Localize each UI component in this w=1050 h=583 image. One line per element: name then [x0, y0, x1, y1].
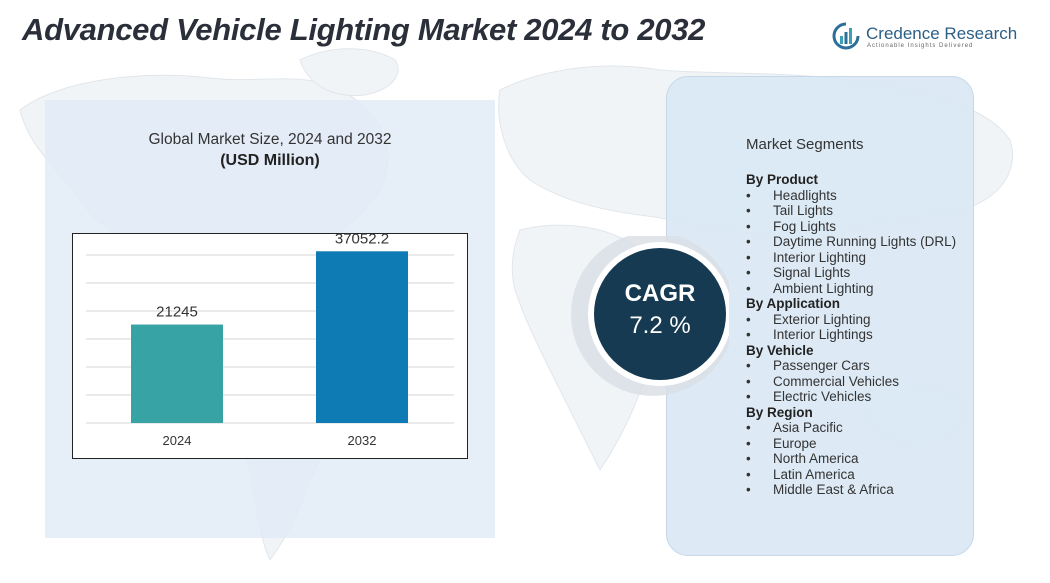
value-label-2024: 21245 [156, 304, 198, 321]
segment-heading: By Region [746, 404, 813, 420]
bullet-icon: • [746, 451, 751, 466]
segment-item: • Interior Lighting [746, 250, 956, 266]
cagr-label: CAGR [624, 280, 696, 307]
segment-item-label: Exterior Lighting [773, 311, 871, 327]
segment-item-label: Commercial Vehicles [773, 373, 900, 389]
segment-item: • Fog Lights [746, 219, 956, 235]
segment-item: • North America [746, 451, 956, 467]
logo-name: Credence Research [866, 24, 1018, 43]
segment-item: • Passenger Cars [746, 358, 956, 374]
segment-item: • Headlights [746, 188, 956, 204]
bar-chart-logo-icon [832, 22, 860, 50]
segment-item-label: Fog Lights [773, 218, 837, 234]
bullet-icon: • [746, 466, 751, 482]
bullet-icon: • [746, 218, 751, 234]
segment-item: • Latin America [746, 467, 956, 483]
segment-item: • Asia Pacific [746, 420, 956, 436]
segment-item: • Signal Lights [746, 265, 956, 281]
bullet-icon: • [746, 373, 751, 389]
segments-list: By Product • Headlights • Tail Lights • Fog Li… [746, 172, 956, 498]
segments-title: Market Segments [746, 136, 864, 153]
segment-item-label: North America [773, 451, 859, 466]
bullet-icon: • [746, 265, 751, 280]
segment-heading: By Application [746, 296, 841, 311]
segment-heading: By Product [746, 172, 819, 187]
chart-unit-label: (USD Million) [220, 152, 320, 169]
segment-item: • Electric Vehicles [746, 389, 956, 405]
chart-title: Global Market Size, 2024 and 2032 [148, 131, 392, 148]
category-label-2024: 2024 [163, 433, 192, 448]
bullet-icon: • [746, 234, 751, 249]
bullet-icon: • [746, 327, 751, 342]
bar-2032 [316, 251, 408, 423]
segment-item: • Exterior Lighting [746, 312, 956, 328]
segment-item: • Tail Lights [746, 203, 956, 219]
segment-item-label: Daytime Running Lights (DRL) [773, 234, 957, 249]
bullet-icon: • [746, 389, 751, 404]
segment-item-label: Europe [773, 435, 817, 451]
bullet-icon: • [746, 280, 751, 296]
cagr-circle [571, 236, 729, 396]
category-label-2032: 2032 [348, 433, 377, 448]
segment-item-label: Latin America [773, 466, 855, 482]
market-size-panel: Global Market Size, 2024 and 2032 (USD M… [45, 100, 495, 538]
segment-item: • Interior Lightings [746, 327, 956, 343]
segment-item-label: Ambient Lighting [773, 280, 874, 296]
segment-item: • Daytime Running Lights (DRL) [746, 234, 956, 250]
cagr-badge: CAGR 7.2 % [569, 236, 729, 396]
logo-tagline: Actionable Insights Delivered [867, 43, 974, 49]
bullet-icon: • [746, 187, 751, 203]
bullet-icon: • [746, 482, 751, 497]
segment-item: • Middle East & Africa [746, 482, 956, 498]
segment-item-label: Signal Lights [773, 265, 851, 280]
segment-item-label: Tail Lights [773, 203, 834, 218]
credence-research-logo: Credence Research Actionable Insights De… [832, 22, 1017, 54]
segment-item-label: Interior Lightings [773, 327, 873, 342]
market-size-bar-chart: 21245 2024 37052.2 2032 [72, 233, 468, 459]
bullet-icon: • [746, 358, 751, 373]
segment-item-label: Electric Vehicles [773, 389, 872, 404]
segment-heading: By Vehicle [746, 342, 814, 358]
segment-item: • Commercial Vehicles [746, 374, 956, 390]
bar-2024 [131, 324, 223, 423]
bullet-icon: • [746, 435, 751, 451]
bullet-icon: • [746, 420, 751, 435]
value-label-2032: 37052.2 [335, 233, 389, 247]
segment-item-label: Passenger Cars [773, 358, 870, 373]
bullet-icon: • [746, 311, 751, 327]
segment-item-label: Interior Lighting [773, 249, 867, 265]
segment-item-label: Headlights [773, 187, 837, 203]
page-title: Advanced Vehicle Lighting Market 2024 to… [22, 12, 706, 47]
bullet-icon: • [746, 203, 751, 218]
segment-item-label: Asia Pacific [773, 420, 843, 435]
bullet-icon: • [746, 249, 751, 265]
cagr-value: 7.2 % [629, 312, 691, 339]
segment-item: • Ambient Lighting [746, 281, 956, 297]
segment-item-label: Middle East & Africa [773, 482, 894, 497]
segment-item: • Europe [746, 436, 956, 452]
